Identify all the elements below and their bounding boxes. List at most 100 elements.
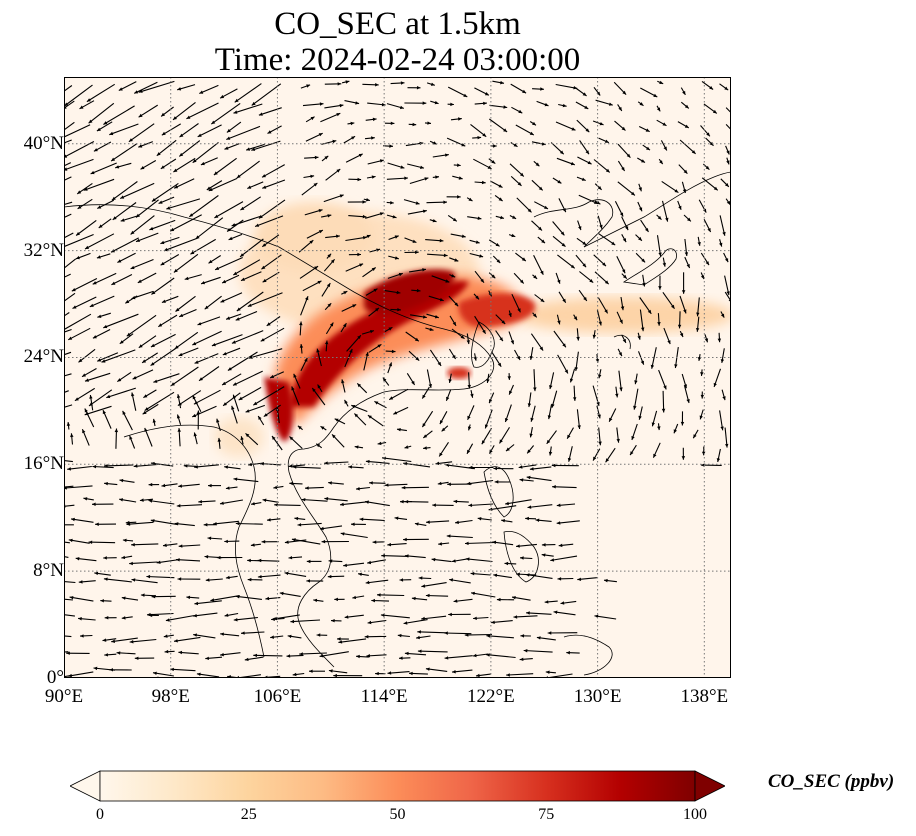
wind-arrow [235,521,263,526]
wind-arrow [403,619,428,625]
wind-arrow [468,465,494,470]
wind-arrow [495,314,506,325]
wind-arrow [208,255,221,264]
wind-arrow [513,272,525,284]
wind-arrow [119,478,135,483]
wind-arrow [474,180,486,185]
wind-arrow [319,525,343,531]
wind-arrow [510,83,527,94]
wind-arrow [119,182,155,200]
colorbar-tick-1: 25 [240,806,257,823]
wind-arrow [363,198,371,202]
wind-arrow [713,368,722,388]
wind-arrow [319,651,349,658]
wind-arrow [84,408,95,428]
wind-arrow [573,385,577,401]
wind-arrow [221,373,242,386]
wind-arrow [200,276,221,285]
wind-arrow [363,351,369,371]
wind-arrow [78,617,96,621]
wind-arrow [119,333,134,345]
wind-arrow [575,101,589,110]
wind-arrow [637,101,644,107]
wind-arrow [102,638,117,642]
wind-arrow [467,424,472,431]
wind-arrow [421,615,447,621]
wind-arrow [394,516,408,520]
wind-arrow [222,347,241,356]
wind-arrow [66,422,71,430]
wind-arrow [516,543,537,548]
wind-arrow [472,136,482,140]
wind-arrow [194,464,219,469]
wind-arrow [547,631,578,635]
wind-arrow [345,263,364,272]
wind-arrow [104,653,117,657]
wind-arrow [526,475,552,482]
wind-arrow [421,386,430,399]
wind-arrow [92,465,114,469]
wind-arrow [257,574,281,579]
wind-arrow [496,597,515,602]
wind-arrow [364,500,390,507]
wind-arrow [245,143,265,151]
wind-arrow [64,258,77,269]
wind-arrow [511,596,531,601]
wind-arrow [387,362,393,374]
wind-arrow [700,272,705,280]
colorbar-tick-4: 100 [683,806,707,823]
wind-arrow [324,461,349,465]
ytick-label-1: 8°N [33,560,64,582]
wind-arrow [677,200,682,210]
wind-arrow [132,369,154,380]
wind-arrow [448,373,452,384]
wind-arrow [534,294,545,303]
wind-arrow [437,481,449,486]
wind-arrow [531,141,546,146]
wind-arrow [494,194,503,202]
wind-arrow [64,162,72,167]
wind-arrow [194,353,219,364]
wind-arrow [257,558,280,563]
wind-arrow [511,106,523,114]
wind-arrow [339,501,369,507]
wind-arrow [467,372,471,389]
wind-arrow [368,307,380,317]
wind-arrow [192,141,219,164]
wind-arrow [232,370,263,386]
wind-arrow [160,158,177,170]
wind-arrow [422,430,433,439]
wind-arrow [184,274,202,281]
wind-arrow [254,215,284,228]
wind-arrow [79,100,95,110]
wind-arrow [300,357,308,372]
wind-arrow [183,464,198,468]
wind-arrow [71,278,98,292]
wind-arrow [598,369,602,379]
wind-arrow [156,139,177,157]
wind-arrow [635,252,646,263]
wind-arrow [621,273,628,279]
wind-arrow [470,123,487,138]
wind-arrow [150,461,174,467]
wind-arrow [680,87,686,96]
wind-arrow [556,503,576,507]
wind-arrow [247,181,264,190]
wind-arrow [348,465,364,469]
wind-arrow [408,671,428,676]
wind-arrow [429,140,438,145]
wind-arrow [403,199,420,205]
wind-arrow [616,427,620,443]
wind-arrow [396,428,407,432]
wind-arrow [143,389,157,399]
wind-arrow [515,124,535,136]
wind-arrow [447,102,454,107]
wind-arrow [594,200,601,205]
wind-arrow [153,373,180,383]
wind-arrow [453,499,469,504]
wind-arrow [699,409,704,420]
wind-arrow [598,137,610,144]
wind-arrow [95,522,117,526]
wind-arrow [574,351,579,371]
wind-arrow [367,559,386,565]
